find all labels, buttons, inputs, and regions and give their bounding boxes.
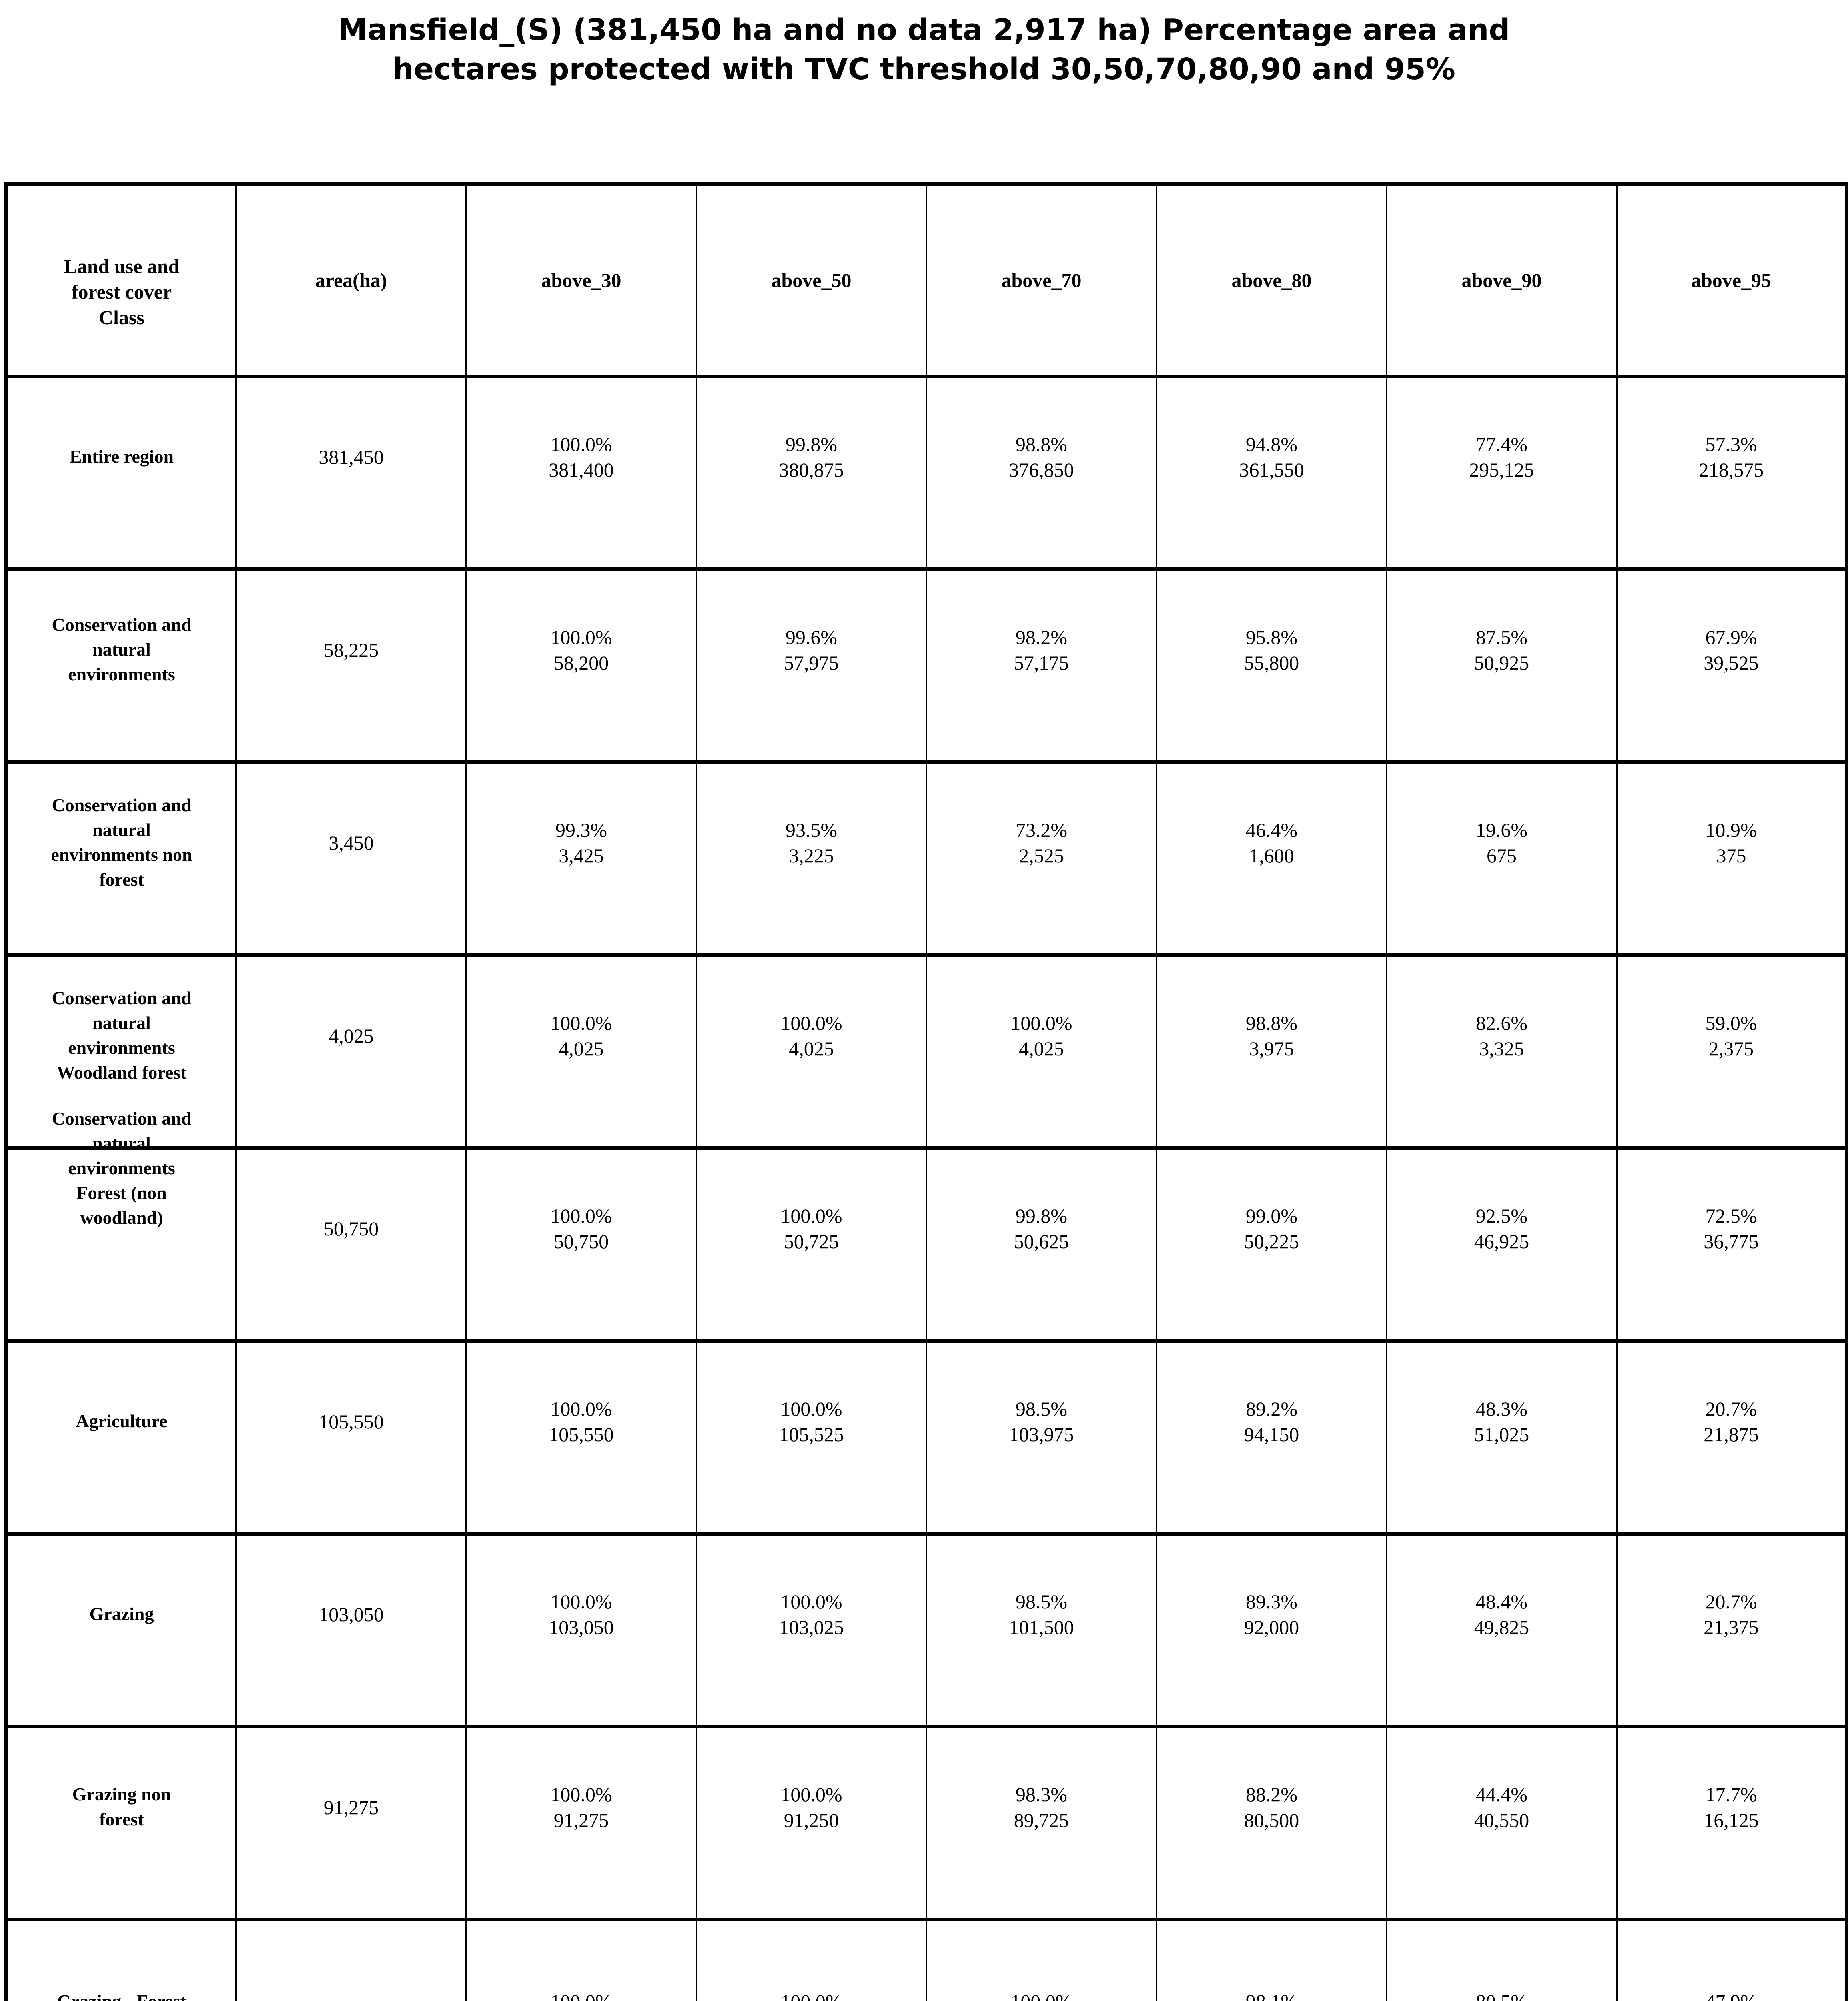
col-header-above-80: above_80 (1156, 182, 1387, 378)
cell-above-90: 87.5% 50,925 (1386, 567, 1618, 764)
cell-area: 103,050 (235, 1532, 467, 1728)
cell-above-80: 89.2% 94,150 (1156, 1339, 1387, 1536)
cell-area: 381,450 (235, 374, 467, 571)
cell-above-70: 99.8% 50,625 (926, 1146, 1157, 1343)
cell-above-50: 100.0% 10,500 (696, 1917, 927, 2001)
cell-above-30: 100.0% 103,050 (465, 1532, 697, 1728)
cell-above-90: 80.5% 8,450 (1386, 1917, 1618, 2001)
cell-area: 50,750 (235, 1146, 467, 1343)
cell-above-70: 98.5% 101,500 (926, 1532, 1157, 1728)
cell-area: 105,550 (235, 1339, 467, 1536)
row-label: Conservation and natural environments (5, 567, 237, 764)
row-label: Conservation and natural environments no… (5, 760, 237, 957)
table-row: Conservation and natural environments no… (5, 760, 1848, 957)
cell-above-70: 73.2% 2,525 (926, 760, 1157, 957)
col-header-above-90: above_90 (1386, 182, 1618, 378)
cell-above-90: 44.4% 40,550 (1386, 1724, 1618, 1921)
cell-above-70: 100.0% 4,025 (926, 953, 1157, 1150)
cell-above-80: 46.4% 1,600 (1156, 760, 1387, 957)
col-header-above-30: above_30 (465, 182, 697, 378)
col-header-above-95: above_95 (1616, 182, 1848, 378)
row-label: Grazing - Forest (non woodland) (5, 1917, 237, 2001)
cell-above-30: 100.0% 105,550 (465, 1339, 697, 1536)
table-row: Grazing 103,050 100.0% 103,050 100.0% 10… (5, 1532, 1848, 1728)
cell-above-50: 93.5% 3,225 (696, 760, 927, 957)
cell-above-90: 48.3% 51,025 (1386, 1339, 1618, 1536)
cell-area: 91,275 (235, 1724, 467, 1921)
page-title: Mansfield_(S) (381,450 ha and no data 2,… (0, 10, 1848, 89)
row-label-text: Conservation and natural environments Fo… (52, 1108, 192, 1228)
row-label: Conservation and natural environments Fo… (5, 1108, 237, 1343)
cell-above-90: 19.6% 675 (1386, 760, 1618, 957)
cell-above-30: 100.0% 10,500 (465, 1917, 697, 2001)
table-row: Conservation and natural environments Fo… (5, 1108, 1848, 1343)
row-label: Conservation and natural environments Wo… (5, 953, 237, 1150)
cell-above-50: 99.6% 57,975 (696, 567, 927, 764)
cell-above-80: 98.1% 10,300 (1156, 1917, 1387, 2001)
cell-above-95: 59.0% 2,375 (1616, 953, 1848, 1150)
cell-above-95: 72.5% 36,775 (1616, 1146, 1848, 1343)
table-row: Entire region 381,450 100.0% 381,400 99.… (5, 374, 1848, 571)
table-row: Conservation and natural environments Wo… (5, 953, 1848, 1150)
table-row: Grazing - Forest (non woodland) 10,500 1… (5, 1917, 1848, 2001)
cell-above-50: 100.0% 91,250 (696, 1724, 927, 1921)
cell-above-90: 48.4% 49,825 (1386, 1532, 1618, 1728)
cell-above-95: 67.9% 39,525 (1616, 567, 1848, 764)
title-line-2: hectares protected with TVC threshold 30… (393, 52, 1455, 86)
col-header-above-70: above_70 (926, 182, 1157, 378)
cell-above-50: 99.8% 380,875 (696, 374, 927, 571)
cell-area: 10,500 (235, 1917, 467, 2001)
cell-above-50: 100.0% 103,025 (696, 1532, 927, 1728)
cell-above-95: 17.7% 16,125 (1616, 1724, 1848, 1921)
cell-above-90: 92.5% 46,925 (1386, 1146, 1618, 1343)
cell-above-30: 100.0% 381,400 (465, 374, 697, 571)
cell-above-70: 98.2% 57,175 (926, 567, 1157, 764)
cell-above-70: 98.8% 376,850 (926, 374, 1157, 571)
cell-area: 58,225 (235, 567, 467, 764)
tvc-table: Land use and forest cover Class area(ha)… (4, 182, 1848, 2001)
cell-area: 4,025 (235, 953, 467, 1150)
cell-area: 3,450 (235, 760, 467, 957)
cell-above-90: 77.4% 295,125 (1386, 374, 1618, 571)
cell-above-80: 95.8% 55,800 (1156, 567, 1387, 764)
cell-above-50: 100.0% 105,525 (696, 1339, 927, 1536)
cell-above-50: 100.0% 50,725 (696, 1146, 927, 1343)
table-row: Agriculture 105,550 100.0% 105,550 100.0… (5, 1339, 1848, 1536)
row-label: Agriculture (5, 1339, 237, 1536)
cell-above-30: 100.0% 50,750 (465, 1146, 697, 1343)
cell-above-90: 82.6% 3,325 (1386, 953, 1618, 1150)
cell-above-80: 99.0% 50,225 (1156, 1146, 1387, 1343)
cell-above-30: 99.3% 3,425 (465, 760, 697, 957)
cell-above-80: 89.3% 92,000 (1156, 1532, 1387, 1728)
col-header-area: area(ha) (235, 182, 467, 378)
cell-above-70: 98.5% 103,975 (926, 1339, 1157, 1536)
cell-above-80: 98.8% 3,975 (1156, 953, 1387, 1150)
table-row: Grazing non forest 91,275 100.0% 91,275 … (5, 1724, 1848, 1921)
cell-above-95: 57.3% 218,575 (1616, 374, 1848, 571)
cell-above-50: 100.0% 4,025 (696, 953, 927, 1150)
cell-above-30: 100.0% 91,275 (465, 1724, 697, 1921)
table-row: Conservation and natural environments 58… (5, 567, 1848, 764)
col-header-above-50: above_50 (696, 182, 927, 378)
cell-above-80: 94.8% 361,550 (1156, 374, 1387, 571)
cell-above-95: 20.7% 21,375 (1616, 1532, 1848, 1728)
col-header-class: Land use and forest cover Class (5, 182, 237, 378)
cell-above-30: 100.0% 4,025 (465, 953, 697, 1150)
header-row: Land use and forest cover Class area(ha)… (5, 182, 1848, 378)
row-label: Grazing non forest (5, 1724, 237, 1921)
cell-above-80: 88.2% 80,500 (1156, 1724, 1387, 1921)
row-label: Grazing (5, 1532, 237, 1728)
cell-above-30: 100.0% 58,200 (465, 567, 697, 764)
cell-above-70: 98.3% 89,725 (926, 1724, 1157, 1921)
cell-above-95: 20.7% 21,875 (1616, 1339, 1848, 1536)
title-line-1: Mansfield_(S) (381,450 ha and no data 2,… (338, 13, 1510, 47)
row-label: Entire region (5, 374, 237, 571)
cell-above-70: 100.0% 10,500 (926, 1917, 1157, 2001)
cell-above-95: 47.9% 5,025 (1616, 1917, 1848, 2001)
cell-above-95: 10.9% 375 (1616, 760, 1848, 957)
